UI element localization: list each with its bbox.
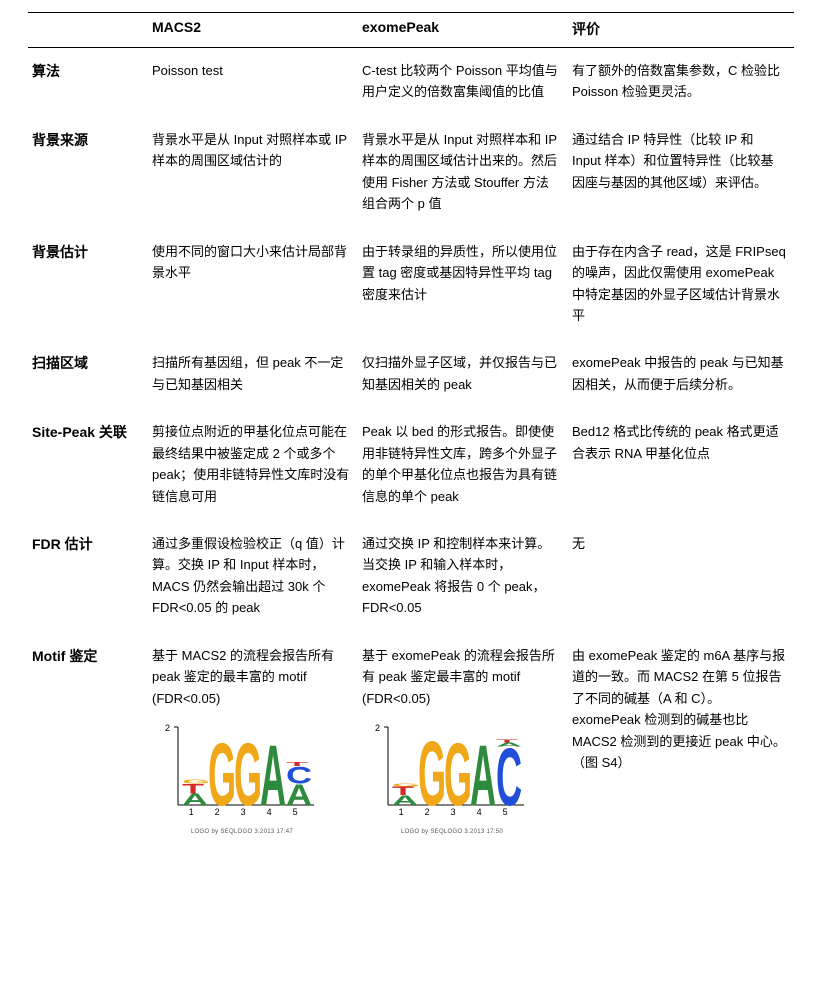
svg-text:G: G — [182, 779, 210, 785]
cell-scan-exome: 仅扫描外显子区域，并仅报告与已知基因相关的 peak — [358, 340, 568, 409]
svg-text:T: T — [496, 739, 518, 744]
cell-sitepeak-eval: Bed12 格式比传统的 peak 格式更适合表示 RNA 甲基化位点 — [568, 409, 794, 521]
table-row: 算法 Poisson test C-test 比较两个 Poisson 平均值与… — [28, 48, 794, 117]
svg-text:5: 5 — [503, 807, 508, 817]
text-motif-macs2: 基于 MACS2 的流程会报告所有 peak 鉴定的最丰富的 motif (FD… — [152, 648, 334, 706]
table-row: Site-Peak 关联 剪接位点附近的甲基化位点可能在最终结果中被鉴定成 2 … — [28, 409, 794, 521]
comparison-table-wrap: MACS2 exomePeak 评价 算法 Poisson test C-tes… — [0, 0, 822, 853]
svg-text:2: 2 — [215, 807, 220, 817]
cell-bgsource-exome: 背景水平是从 Input 对照样本和 IP 样本的周围区域估计出来的。然后使用 … — [358, 117, 568, 229]
row-label-algo: 算法 — [28, 48, 148, 117]
svg-text:G: G — [444, 725, 472, 819]
row-label-fdr: FDR 估计 — [28, 521, 148, 633]
svg-text:3: 3 — [451, 807, 456, 817]
sequence-logo-svg: 2ATG1G2G3A4ACT5 — [152, 719, 332, 819]
logo-caption-2: LOGO by SEQLOGO 3.2013 17:50 — [362, 828, 542, 838]
row-label-sitepeak: Site-Peak 关联 — [28, 409, 148, 521]
row-label-bgest: 背景估计 — [28, 229, 148, 341]
cell-motif-exome: 基于 exomePeak 的流程会报告所有 peak 鉴定最丰富的 motif … — [358, 633, 568, 833]
table-header-row: MACS2 exomePeak 评价 — [28, 13, 794, 48]
cell-fdr-macs2: 通过多重假设检验校正（q 值）计算。交换 IP 和 Input 样本时，MACS… — [148, 521, 358, 633]
svg-text:G: G — [418, 722, 446, 819]
svg-text:G: G — [208, 725, 236, 819]
comparison-table: MACS2 exomePeak 评价 算法 Poisson test C-tes… — [28, 12, 794, 833]
text-motif-exome: 基于 exomePeak 的流程会报告所有 peak 鉴定最丰富的 motif … — [362, 648, 555, 706]
cell-scan-macs2: 扫描所有基因组，但 peak 不一定与已知基因相关 — [148, 340, 358, 409]
table-row: FDR 估计 通过多重假设检验校正（q 值）计算。交换 IP 和 Input 样… — [28, 521, 794, 633]
cell-algo-exome: C-test 比较两个 Poisson 平均值与用户定义的倍数富集阈值的比值 — [358, 48, 568, 117]
table-row: 扫描区域 扫描所有基因组，但 peak 不一定与已知基因相关 仅扫描外显子区域，… — [28, 340, 794, 409]
sequence-logo-svg: 2ATG1G2G3A4CAT5 — [362, 719, 542, 819]
svg-text:3: 3 — [241, 807, 246, 817]
svg-text:2: 2 — [165, 723, 170, 733]
cell-bgest-eval: 由于存在内含子 read，这是 FRIPseq 的噪声，因此仅需使用 exome… — [568, 229, 794, 341]
cell-fdr-exome: 通过交换 IP 和控制样本来计算。当交换 IP 和输入样本时，exomePeak… — [358, 521, 568, 633]
cell-algo-eval: 有了额外的倍数富集参数，C 检验比 Poisson 检验更灵活。 — [568, 48, 794, 117]
cell-bgest-macs2: 使用不同的窗口大小来估计局部背景水平 — [148, 229, 358, 341]
cell-bgsource-macs2: 背景水平是从 Input 对照样本或 IP 样本的周围区域估计的 — [148, 117, 358, 229]
cell-fdr-eval: 无 — [568, 521, 794, 633]
col-header-eval: 评价 — [568, 13, 794, 48]
svg-text:2: 2 — [375, 723, 380, 733]
cell-algo-macs2: Poisson test — [148, 48, 358, 117]
svg-text:4: 4 — [477, 807, 482, 817]
table-row: Motif 鉴定 基于 MACS2 的流程会报告所有 peak 鉴定的最丰富的 … — [28, 633, 794, 833]
col-header-macs2: MACS2 — [148, 13, 358, 48]
svg-text:T: T — [286, 761, 308, 767]
logo-caption-1: LOGO by SEQLOGO 3.2013 17:47 — [152, 828, 332, 838]
cell-sitepeak-exome: Peak 以 bed 的形式报告。即使使用非链特异性文库，跨多个外显子的单个甲基… — [358, 409, 568, 521]
svg-text:G: G — [234, 725, 262, 819]
row-label-scan: 扫描区域 — [28, 340, 148, 409]
cell-scan-eval: exomePeak 中报告的 peak 与已知基因相关，从而便于后续分析。 — [568, 340, 794, 409]
table-row: 背景来源 背景水平是从 Input 对照样本或 IP 样本的周围区域估计的 背景… — [28, 117, 794, 229]
svg-text:4: 4 — [267, 807, 272, 817]
row-label-bgsource: 背景来源 — [28, 117, 148, 229]
cell-bgsource-eval: 通过结合 IP 特异性（比较 IP 和 Input 样本）和位置特异性（比较基因… — [568, 117, 794, 229]
sequence-logo-macs2: 2ATG1G2G3A4ACT5 LOGO by SEQLOGO 3.2013 1… — [152, 719, 332, 819]
col-header-exomepeak: exomePeak — [358, 13, 568, 48]
svg-text:A: A — [470, 728, 496, 819]
svg-text:A: A — [260, 728, 286, 819]
svg-text:1: 1 — [399, 807, 404, 817]
svg-text:1: 1 — [189, 807, 194, 817]
cell-bgest-exome: 由于转录组的异质性，所以使用位置 tag 密度或基因特异性平均 tag 密度来估… — [358, 229, 568, 341]
cell-sitepeak-macs2: 剪接位点附近的甲基化位点可能在最终结果中被鉴定成 2 个或多个 peak；使用非… — [148, 409, 358, 521]
cell-motif-eval: 由 exomePeak 鉴定的 m6A 基序与报道的一致。而 MACS2 在第 … — [568, 633, 794, 833]
row-label-motif: Motif 鉴定 — [28, 633, 148, 833]
svg-text:2: 2 — [425, 807, 430, 817]
table-body: 算法 Poisson test C-test 比较两个 Poisson 平均值与… — [28, 48, 794, 834]
svg-text:G: G — [392, 783, 420, 788]
svg-text:5: 5 — [293, 807, 298, 817]
table-row: 背景估计 使用不同的窗口大小来估计局部背景水平 由于转录组的异质性，所以使用位置… — [28, 229, 794, 341]
col-header-rowhead — [28, 13, 148, 48]
sequence-logo-exome: 2ATG1G2G3A4CAT5 LOGO by SEQLOGO 3.2013 1… — [362, 719, 542, 819]
cell-motif-macs2: 基于 MACS2 的流程会报告所有 peak 鉴定的最丰富的 motif (FD… — [148, 633, 358, 833]
